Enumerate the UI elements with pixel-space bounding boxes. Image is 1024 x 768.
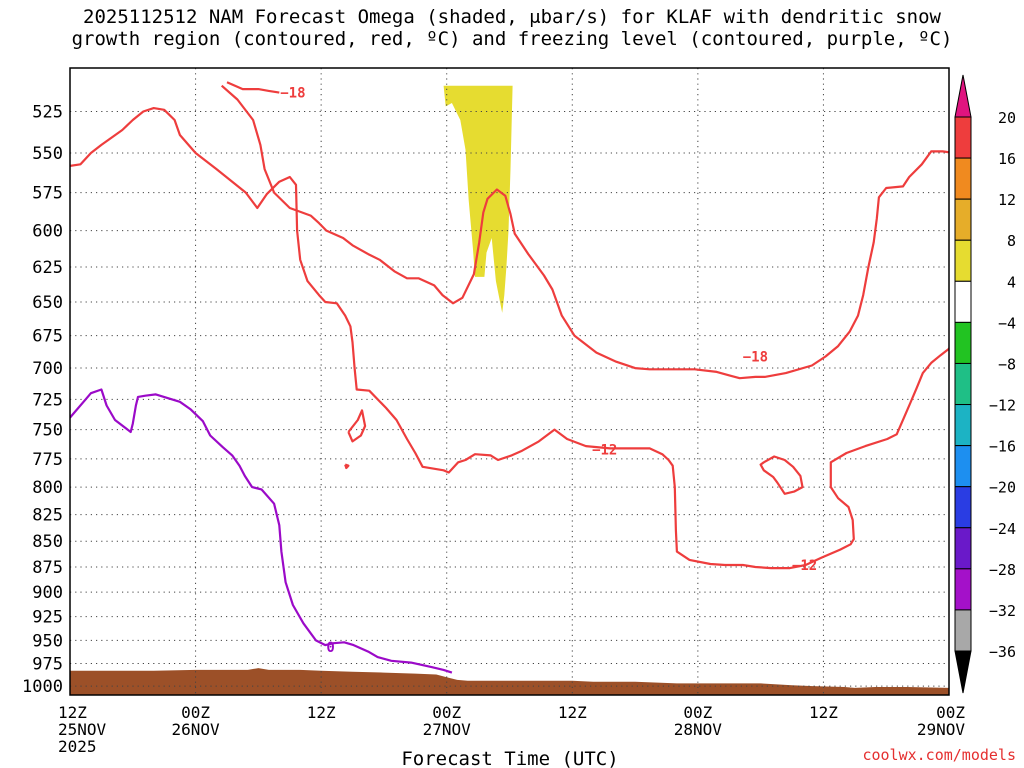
x-tick-label: 00Z (936, 703, 965, 722)
colorbar-bin (954, 404, 972, 447)
y-tick-label: 875 (32, 558, 63, 578)
x-axis-label: Forecast Time (UTC) (401, 748, 618, 768)
y-tick-label: 725 (32, 390, 63, 410)
chart-title-line1: 2025112512 NAM Forecast Omega (shaded, μ… (83, 6, 941, 28)
colorbar-tick-label: 16 (998, 150, 1016, 168)
x-tick-date: 28NOV (674, 720, 723, 739)
x-tick-date: 25NOV (58, 720, 107, 739)
y-tick-label: 1000 (22, 677, 63, 697)
colorbar-bin (954, 568, 972, 611)
y-tick-label: 950 (32, 631, 63, 651)
x-tick-label: 00Z (181, 703, 210, 722)
snow-growth-contour-label: −12 (592, 443, 617, 459)
colorbar-tick-label: 8 (1007, 232, 1016, 250)
x-tick-label: 12Z (809, 703, 838, 722)
snow-growth-contour-line (220, 84, 949, 380)
colorbar-tick-label: 20 (998, 109, 1016, 127)
colorbar-bin (954, 157, 972, 200)
colorbar-tick-label: 12 (998, 191, 1016, 209)
x-tick-label: 00Z (432, 703, 461, 722)
colorbar-bin (954, 239, 972, 282)
y-tick-label: 900 (32, 583, 63, 603)
colorbar-bin (954, 527, 972, 570)
colorbar-tick-label: −28 (989, 561, 1016, 579)
colorbar-tick-label: −16 (989, 438, 1016, 456)
snow-growth-contour-line (759, 455, 804, 495)
colorbar-tick-label: −4 (998, 314, 1016, 332)
credit-text: coolwx.com/models (862, 746, 1016, 764)
y-tick-label: 700 (32, 359, 63, 379)
x-tick-date: 26NOV (171, 720, 220, 739)
y-tick-label: 675 (32, 327, 63, 347)
snow-growth-contour-label: −18 (280, 86, 305, 102)
colorbar-bin (954, 362, 972, 406)
omega-shaded-region (443, 85, 513, 313)
snow-growth-contour-line (70, 107, 949, 570)
colorbar-bin (954, 445, 972, 488)
x-tick-date: 27NOV (423, 720, 472, 739)
chart-title-line2: growth region (contoured, red, ºC) and f… (71, 28, 953, 50)
y-tick-label: 600 (32, 222, 63, 242)
y-tick-label: 650 (32, 293, 63, 313)
y-tick-label: 925 (32, 608, 63, 628)
x-tick-label: 12Z (307, 703, 336, 722)
colorbar-bin (954, 321, 972, 364)
colorbar-bin (954, 116, 972, 159)
y-tick-label: 850 (32, 532, 63, 552)
y-tick-label: 800 (32, 478, 63, 498)
colorbar-tick-label: −8 (998, 355, 1016, 373)
y-tick-label: 750 (32, 421, 63, 441)
colorbar-tick-label: −36 (989, 643, 1016, 661)
snow-growth-contour-line (226, 81, 280, 94)
x-tick-year: 2025 (58, 737, 97, 756)
y-tick-label: 825 (32, 506, 63, 526)
freezing-level-contour-label: 0 (326, 640, 334, 656)
colorbar-over-triangle (954, 74, 972, 118)
colorbar-tick-label: −12 (989, 397, 1016, 415)
colorbar-tick-label: −24 (989, 520, 1016, 538)
x-tick-label: 12Z (58, 703, 87, 722)
x-tick-date: 29NOV (917, 720, 966, 739)
colorbar-tick-label: −32 (989, 602, 1016, 620)
snow-growth-contour-label: −18 (743, 350, 768, 366)
colorbar-bin (954, 609, 972, 652)
snow-growth-contour-line (344, 463, 350, 470)
x-tick-label: 12Z (558, 703, 587, 722)
snow-growth-contour-line (347, 409, 367, 443)
x-tick-label: 00Z (683, 703, 712, 722)
colorbar-bin (954, 198, 972, 241)
plot-frame (69, 67, 950, 696)
y-tick-label: 525 (32, 103, 63, 123)
colorbar-bin (954, 280, 972, 323)
y-tick-label: 575 (32, 184, 63, 204)
y-tick-label: 625 (32, 258, 63, 278)
snow-growth-contour-label: −12 (792, 558, 817, 574)
chart-title: 2025112512 NAM Forecast Omega (shaded, μ… (0, 6, 1024, 50)
colorbar-tick-label: 4 (1007, 273, 1016, 291)
colorbar-tick-label: −20 (989, 479, 1016, 497)
colorbar-bin (954, 486, 972, 529)
y-tick-label: 550 (32, 144, 63, 164)
y-tick-label: 775 (32, 450, 63, 470)
freezing-level-contour-line (70, 388, 453, 674)
ground-terrain (70, 668, 949, 695)
y-tick-label: 975 (32, 655, 63, 675)
colorbar-under-triangle (954, 650, 972, 694)
